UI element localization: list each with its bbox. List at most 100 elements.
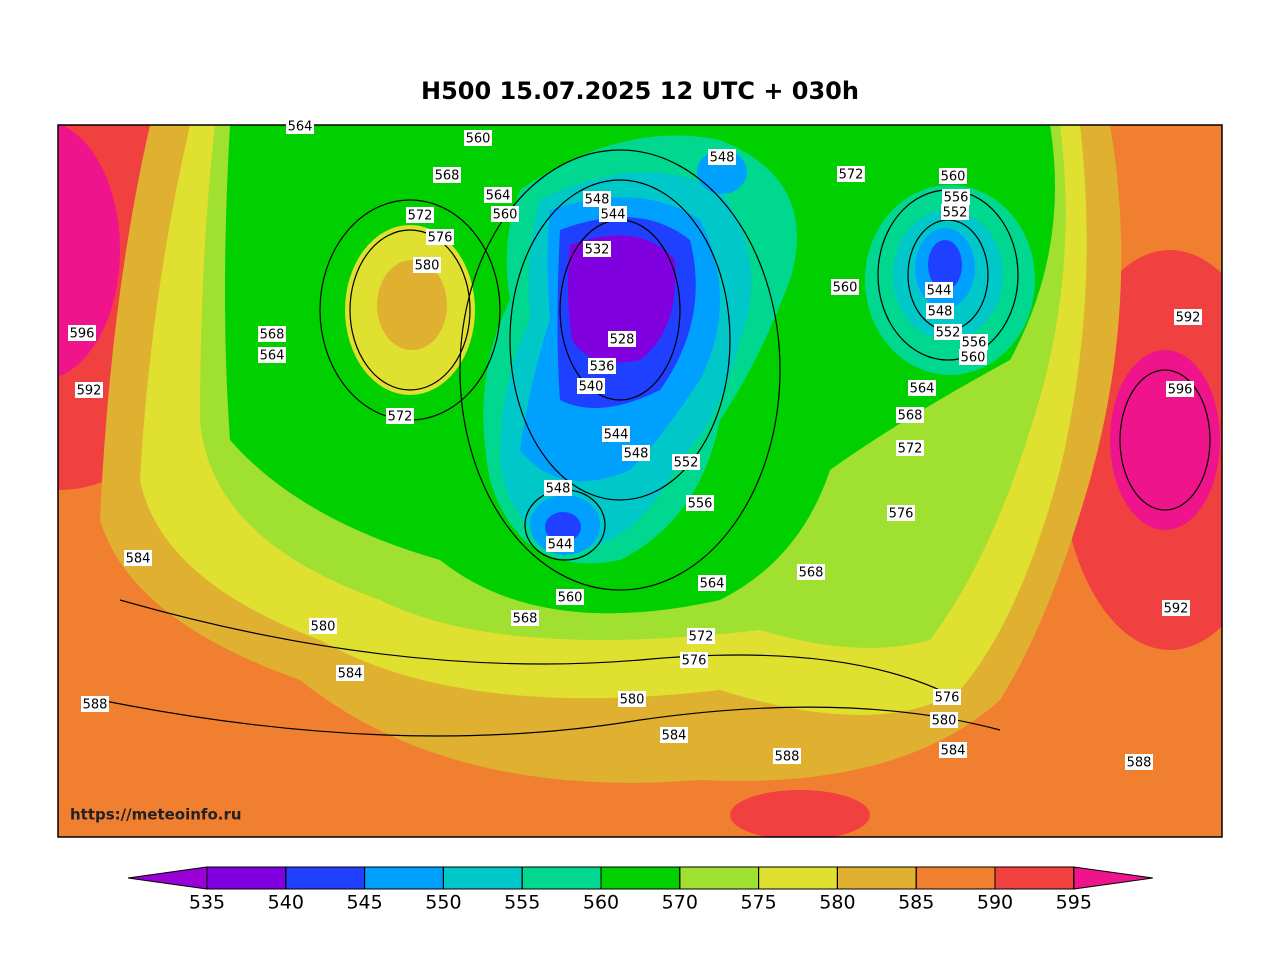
contour-label: 552 xyxy=(936,326,961,341)
contour-label-bg xyxy=(896,440,924,456)
contour-label-bg xyxy=(599,206,627,222)
contour-label: 572 xyxy=(898,442,923,457)
contour-label: 580 xyxy=(932,714,957,729)
contour-label-bg xyxy=(925,282,953,298)
contour-label: 568 xyxy=(435,169,460,184)
contour-label-bg xyxy=(81,696,109,712)
map-field xyxy=(58,125,1222,837)
contour-label-bg xyxy=(75,382,103,398)
contour-label-bg xyxy=(930,712,958,728)
contour-label-bg xyxy=(708,149,736,165)
contour-label-bg xyxy=(698,575,726,591)
contour-label-bg xyxy=(286,118,314,134)
contour-label-bg xyxy=(896,407,924,423)
colorbar-segment xyxy=(442,866,523,890)
contour-label-bg xyxy=(1125,754,1153,770)
contour-label-bg xyxy=(831,279,859,295)
contour-label: 528 xyxy=(610,333,635,348)
colorbar: 535 540 545 550 555 560 570 575 580 585 590 595 xyxy=(127,866,1153,914)
contour-label: 552 xyxy=(674,456,699,471)
contour-label-bg xyxy=(1166,381,1194,397)
contour-label-bg xyxy=(939,742,967,758)
colorbar-tick-label: 555 xyxy=(504,892,540,914)
map-frame xyxy=(57,124,1223,838)
colorbar-segment xyxy=(364,866,444,890)
colorbar-segment xyxy=(915,866,996,890)
contour-label: 556 xyxy=(962,336,987,351)
colorbar-segment xyxy=(994,866,1075,890)
contour-label: 560 xyxy=(466,132,491,147)
contour-label-bg xyxy=(433,167,461,183)
contour-label: 564 xyxy=(700,577,725,592)
contour-label: 540 xyxy=(579,380,604,395)
contour-label: 532 xyxy=(585,243,610,258)
contour-label-bg xyxy=(386,408,414,424)
contour-label-bg xyxy=(1162,600,1190,616)
contour-label: 580 xyxy=(620,693,645,708)
contour-label-bg xyxy=(926,303,954,319)
colorbar-segment xyxy=(679,866,760,890)
colorbar-tick-label: 580 xyxy=(819,892,855,914)
contour-label: 572 xyxy=(408,209,433,224)
contour-label: 564 xyxy=(910,382,935,397)
colorbar-tick-label: 570 xyxy=(662,892,698,914)
contour-label: 596 xyxy=(70,327,95,342)
contour-label: 576 xyxy=(682,654,707,669)
contour-label-bg xyxy=(491,206,519,222)
colorbar-segment xyxy=(836,866,917,890)
contour-label-bg xyxy=(336,665,364,681)
contour-label-bg xyxy=(959,349,987,365)
contour-label: 548 xyxy=(710,151,735,166)
contour-label: 576 xyxy=(428,231,453,246)
contour-label-bg xyxy=(797,564,825,580)
contour-label: 592 xyxy=(1164,602,1189,617)
contour-label: 568 xyxy=(513,612,538,627)
contour-label: 556 xyxy=(688,497,713,512)
colorbar-tick-label: 560 xyxy=(583,892,619,914)
contour-label: 572 xyxy=(839,168,864,183)
colorbar-tick-label: 550 xyxy=(425,892,461,914)
contour-label-bg xyxy=(426,229,454,245)
contour-label-bg xyxy=(837,166,865,182)
contour-label-bg xyxy=(583,241,611,257)
contour-label-bg xyxy=(546,536,574,552)
contour-label: 576 xyxy=(889,507,914,522)
contour-label: 584 xyxy=(941,744,966,759)
colorbar-segment xyxy=(758,866,838,890)
contour-label-bg xyxy=(622,445,650,461)
contour-label: 548 xyxy=(928,305,953,320)
contour-label: 548 xyxy=(624,447,649,462)
colorbar-segment xyxy=(521,866,602,890)
contour-label-bg xyxy=(887,505,915,521)
contour-label-bg xyxy=(939,168,967,184)
colorbar-segment xyxy=(206,866,287,890)
colorbar-tick-label: 545 xyxy=(346,892,382,914)
contour-label: 544 xyxy=(927,284,952,299)
contour-label-bg xyxy=(577,378,605,394)
contour-label-bg xyxy=(608,331,636,347)
contour-label-bg xyxy=(464,130,492,146)
contour-label: 548 xyxy=(546,482,571,497)
contour-label-bg xyxy=(484,187,512,203)
contour-label: 544 xyxy=(601,208,626,223)
contour-label-bg xyxy=(544,480,572,496)
contour-label: 544 xyxy=(604,428,629,443)
contour-label-bg xyxy=(618,691,646,707)
contour-label-bg xyxy=(413,257,441,273)
contour-label: 584 xyxy=(338,667,363,682)
contour-label-bg xyxy=(680,652,708,668)
colorbar-extension-low xyxy=(127,866,208,890)
contour-label: 580 xyxy=(311,620,336,635)
contour-label: 576 xyxy=(935,691,960,706)
contour-label: 572 xyxy=(388,410,413,425)
colorbar-segment xyxy=(285,866,366,890)
contour-label-bg xyxy=(124,550,152,566)
contour-label-bg xyxy=(258,347,286,363)
contour-label: 568 xyxy=(799,566,824,581)
contour-label: 588 xyxy=(775,750,800,765)
contour-label-bg xyxy=(511,610,539,626)
contour-label-bg xyxy=(942,189,970,205)
contour-label-bg xyxy=(68,325,96,341)
